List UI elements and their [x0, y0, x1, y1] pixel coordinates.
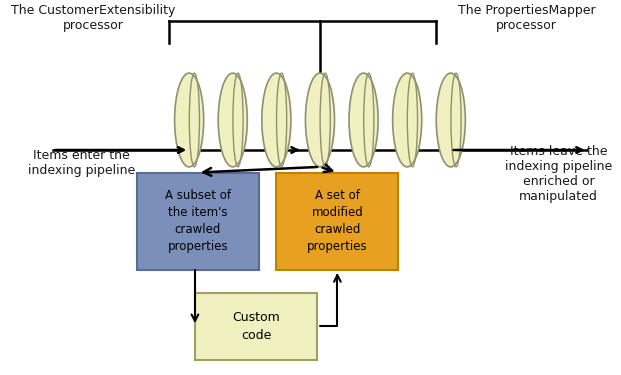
- Ellipse shape: [306, 73, 335, 167]
- Ellipse shape: [218, 73, 247, 167]
- Text: Items enter the
indexing pipeline: Items enter the indexing pipeline: [28, 149, 135, 177]
- FancyBboxPatch shape: [276, 172, 399, 270]
- Text: Custom
code: Custom code: [232, 311, 280, 342]
- Text: The PropertiesMapper
processor: The PropertiesMapper processor: [458, 4, 595, 32]
- Text: A set of
modified
crawled
properties: A set of modified crawled properties: [307, 189, 368, 253]
- Ellipse shape: [392, 73, 422, 167]
- Ellipse shape: [175, 73, 204, 167]
- Text: A subset of
the item's
crawled
properties: A subset of the item's crawled propertie…: [165, 189, 231, 253]
- FancyBboxPatch shape: [195, 292, 317, 360]
- Text: Items leave the
indexing pipeline
enriched or
manipulated: Items leave the indexing pipeline enrich…: [505, 146, 612, 203]
- Text: The CustomerExtensibility
processor: The CustomerExtensibility processor: [11, 4, 175, 32]
- Ellipse shape: [437, 73, 465, 167]
- FancyBboxPatch shape: [137, 172, 259, 270]
- Ellipse shape: [262, 73, 291, 167]
- Ellipse shape: [349, 73, 378, 167]
